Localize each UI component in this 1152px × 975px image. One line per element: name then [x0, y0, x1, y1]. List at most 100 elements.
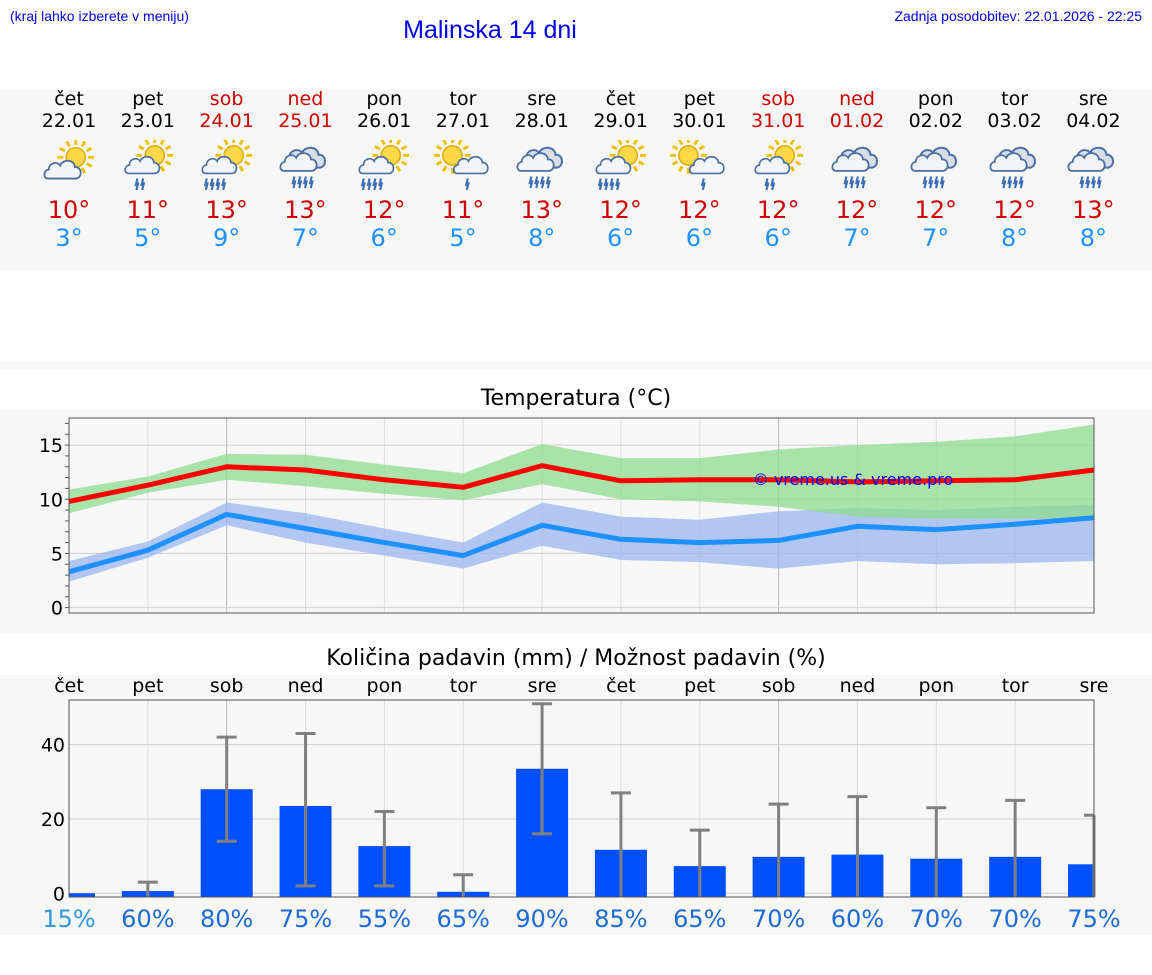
day-of-week: tor	[1001, 88, 1029, 110]
max-temperature: 13°	[520, 196, 564, 224]
max-temperature: 12°	[362, 196, 406, 224]
max-temperature: 10°	[47, 196, 91, 224]
y-tick-label: 20	[41, 809, 65, 831]
day-of-week: ned	[839, 88, 875, 110]
day-date: 22.01	[41, 110, 97, 132]
precipitation-probability: 15%	[42, 905, 95, 933]
max-temperature: 13°	[1072, 196, 1115, 224]
sun-cloud-light-rain-icon	[424, 140, 503, 190]
max-temperature: 13°	[284, 196, 327, 224]
precipitation-bar	[1068, 864, 1094, 897]
precipitation-probability: 90%	[515, 905, 568, 933]
x-tick-label: čet	[606, 675, 636, 697]
day-forecast: sob 31.01 12° 6°	[739, 88, 818, 252]
min-range-band	[69, 502, 1094, 582]
day-date: 27.01	[435, 110, 491, 132]
day-forecast: pon 02.02 12° 7°	[896, 88, 975, 252]
precipitation-bar	[69, 893, 95, 897]
precipitation-probability: 60%	[121, 905, 174, 933]
x-tick-label: sob	[210, 675, 244, 697]
x-tick-label: čet	[54, 675, 84, 697]
day-of-week: sob	[209, 88, 244, 110]
day-forecast: sob 24.01 13° 9°	[187, 88, 266, 252]
day-date: 02.02	[908, 110, 963, 132]
day-forecast: tor 03.02 12° 8°	[975, 88, 1054, 252]
max-temperature: 12°	[599, 196, 642, 224]
day-date: 30.01	[672, 110, 727, 132]
min-temperature: 5°	[449, 224, 477, 252]
y-tick-label: 10	[39, 489, 63, 511]
plot-frame	[68, 699, 1095, 898]
max-temperature: 11°	[441, 196, 485, 224]
day-forecast: čet 22.01 10° 3°	[30, 88, 109, 252]
page-title: Malinska 14 dni	[403, 16, 577, 44]
precipitation-probability: 55%	[358, 905, 411, 933]
x-tick-label: pet	[132, 675, 163, 697]
max-temperature: 12°	[678, 196, 721, 224]
day-forecast: pet 30.01 12° 6°	[660, 88, 739, 252]
precipitation-chart: 0 20 40 čet pet sob ned pon tor sre čet pet sob ned po…	[41, 675, 1121, 933]
y-tick-label: 0	[53, 883, 65, 905]
cloud-rain-icon	[1054, 140, 1133, 190]
min-temperature: 7°	[291, 224, 320, 252]
day-of-week: pon	[366, 88, 403, 110]
sun-cloud-light-rain-icon	[660, 140, 739, 190]
max-temperature: 11°	[126, 196, 170, 224]
precipitation-probability: 65%	[673, 905, 726, 933]
x-tick-label: pon	[367, 675, 403, 697]
sun-cloud-heavy-rain-icon	[581, 140, 660, 190]
daily-forecast: čet 22.01 10° 3° pet 23.01 11° 5° sob 24.01 13°…	[0, 88, 1152, 270]
min-temperature: 8°	[1000, 224, 1029, 252]
y-tick-label: 0	[51, 598, 63, 620]
precipitation-probability: 70%	[910, 905, 963, 933]
day-date: 31.01	[750, 110, 806, 132]
cloud-rain-icon	[975, 140, 1054, 190]
sun-cloud-heavy-rain-icon	[345, 140, 424, 190]
min-temperature: 6°	[685, 224, 714, 252]
day-date: 01.02	[829, 110, 885, 132]
x-tick-label: tor	[450, 675, 477, 697]
min-temperature: 8°	[528, 224, 556, 252]
last-updated: Zadnja posodobitev: 22.01.2026 - 22:25	[894, 8, 1142, 24]
min-temperature: 8°	[1079, 224, 1108, 252]
min-temperature: 9°	[212, 224, 241, 252]
precipitation-probability: 75%	[1067, 905, 1120, 933]
day-forecast: pet 23.01 11° 5°	[108, 88, 187, 252]
day-of-week: ned	[287, 88, 324, 110]
max-temperature: 13°	[205, 196, 248, 224]
x-tick-label: tor	[1002, 675, 1029, 697]
temperature-chart: 0 5 10 15 © vreme.us & vreme.pro	[39, 417, 1095, 620]
day-of-week: sre	[1078, 88, 1108, 110]
day-date: 29.01	[593, 110, 648, 132]
min-temperature: 5°	[134, 224, 162, 252]
cloud-rain-icon	[818, 140, 897, 190]
day-of-week: sob	[761, 88, 795, 110]
x-tick-label: pet	[684, 675, 715, 697]
precipitation-probability: 65%	[437, 905, 490, 933]
sun-cloud-heavy-rain-icon	[187, 140, 266, 190]
y-tick-label: 15	[39, 435, 63, 457]
y-tick-label: 40	[41, 735, 65, 757]
precipitation-chart-title: Količina padavin (mm) / Možnost padavin …	[326, 646, 826, 671]
min-temperature: 3°	[55, 224, 83, 252]
day-date: 24.01	[199, 110, 254, 132]
day-forecast: tor 27.01 11° 5°	[424, 88, 503, 252]
plot-frame	[68, 417, 1095, 614]
x-tick-label: sre	[1080, 675, 1109, 697]
x-tick-label: pon	[918, 675, 954, 697]
x-tick-label: ned	[288, 675, 324, 697]
min-temperature-line	[68, 511, 1095, 575]
min-temperature: 6°	[764, 224, 792, 252]
min-temperature: 7°	[843, 224, 871, 252]
day-date: 23.01	[120, 110, 175, 132]
day-of-week: pet	[132, 88, 164, 110]
cloud-rain-icon	[896, 140, 975, 190]
day-of-week: tor	[449, 88, 477, 110]
precipitation-probability: 70%	[988, 905, 1041, 933]
day-date: 28.01	[514, 110, 569, 132]
min-temperature: 6°	[370, 224, 398, 252]
day-date: 04.02	[1066, 110, 1121, 132]
sun-cloud-rain-icon	[108, 140, 187, 190]
watermark: © vreme.us & vreme.pro	[753, 470, 954, 489]
max-temperature-line	[68, 463, 1095, 504]
